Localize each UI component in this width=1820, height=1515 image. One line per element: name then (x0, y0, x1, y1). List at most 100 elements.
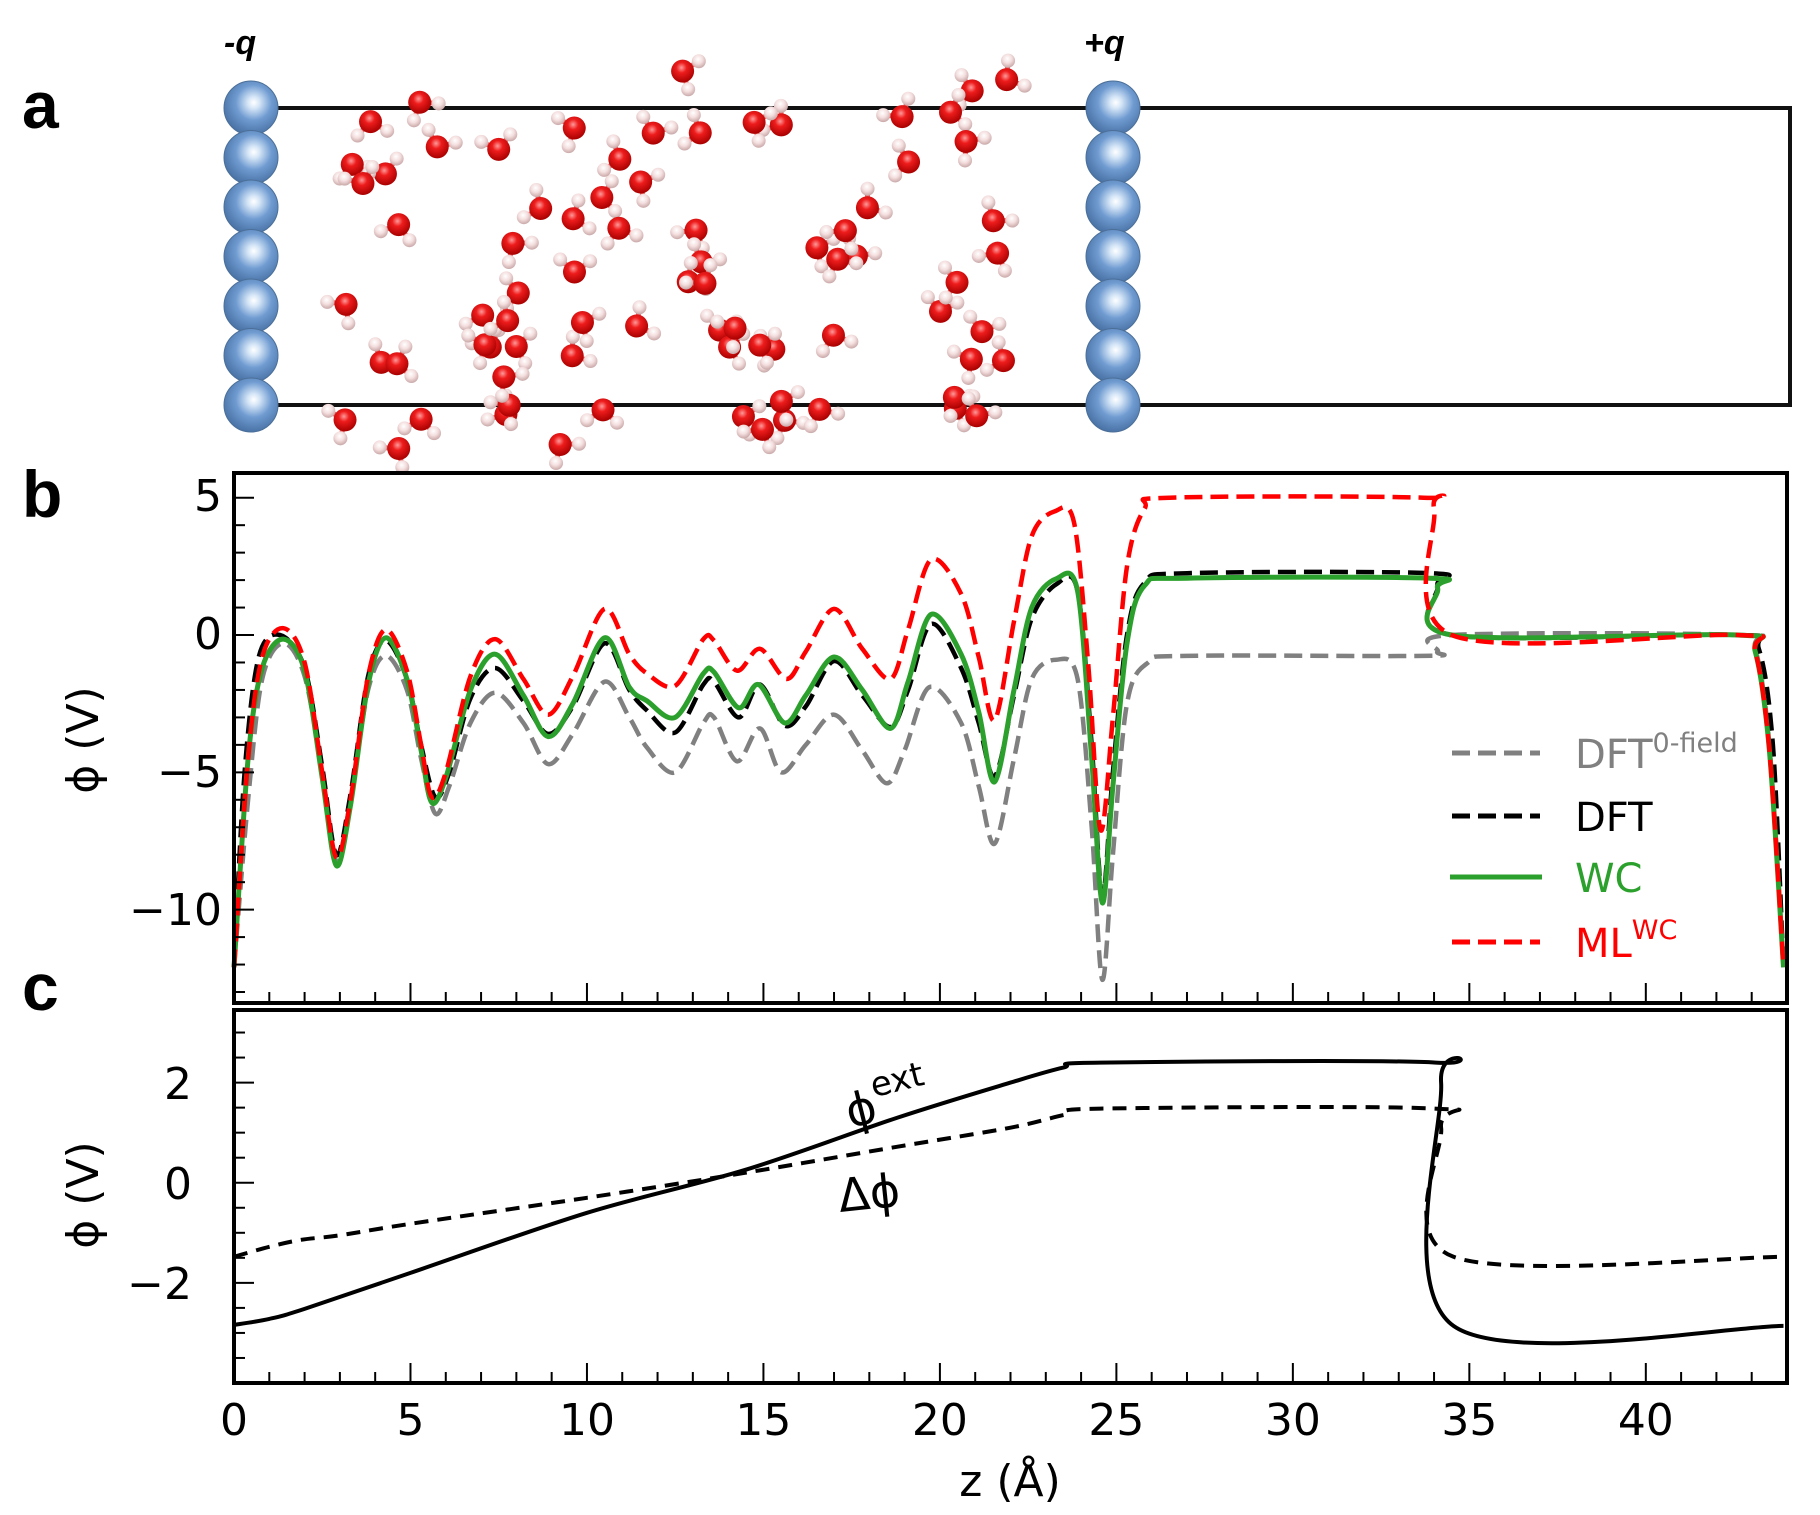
ytick-label: −5 (157, 747, 222, 798)
panel-b-ticks (233, 496, 1788, 1003)
water-molecule (421, 122, 463, 159)
water-molecule (570, 306, 607, 348)
water-molecule (461, 328, 497, 371)
panel-c-ytick-labels: 2 0 −2 (127, 1059, 192, 1310)
xtick-label: 15 (735, 1395, 791, 1446)
water-molecule (551, 111, 586, 154)
legend-item-dft: DFT (1452, 795, 1653, 841)
electrode-atom (1085, 328, 1141, 383)
panel-a-structure: -q +q (223, 24, 1792, 475)
water-molecule (320, 292, 358, 331)
water-molecule (580, 398, 625, 430)
panel-label-a: a (22, 68, 60, 142)
water-molecule (963, 309, 1007, 344)
electrode-atom (223, 80, 279, 136)
electrode-atom (1085, 130, 1141, 185)
legend-item-wc: WC (1450, 856, 1642, 902)
ytick-label: 0 (164, 1159, 192, 1210)
xtick-label: 30 (1265, 1395, 1321, 1446)
water-molecule (981, 195, 1020, 233)
x-axis-label: z (Å) (959, 1454, 1061, 1507)
water-molecule (474, 127, 518, 161)
xtick-label: 35 (1441, 1395, 1497, 1446)
water-molecule (373, 213, 417, 248)
water-molecule (548, 432, 587, 471)
electrode-atom (1085, 80, 1141, 136)
water-molecule (710, 314, 747, 355)
water-molecule (679, 258, 718, 295)
water-molecule (822, 247, 864, 284)
annotation-delta-phi: Δϕ (836, 1163, 903, 1223)
water-molecule (561, 193, 597, 236)
water-molecule (560, 329, 598, 369)
water-molecule (748, 326, 782, 370)
panel-b-series (231, 493, 1786, 982)
panel-b-tick-labels: 5 0 −5 −10 (129, 471, 222, 936)
water-molecule (769, 385, 805, 427)
water-molecule (876, 91, 916, 129)
series-line-- (233, 1105, 1784, 1268)
water-molecule (350, 110, 395, 143)
left-charge-label: -q (224, 24, 256, 62)
water-molecule (321, 403, 357, 446)
ytick-label: 2 (164, 1059, 192, 1110)
xtick-label: 10 (559, 1395, 615, 1446)
legend-label: DFT (1575, 795, 1653, 841)
water-molecule (553, 252, 598, 284)
electrode-atom (223, 278, 279, 334)
annotation-phi-ext: ϕext (837, 1054, 935, 1138)
water-molecule (385, 339, 419, 384)
xtick-label: 40 (1618, 1395, 1674, 1446)
electrode-atom (1085, 179, 1141, 235)
water-molecule (855, 181, 893, 220)
electrode-atom (223, 377, 279, 433)
water-molecule (397, 407, 442, 441)
legend-item-dft-0field: DFT0-field (1452, 728, 1738, 778)
panel-b-frame (232, 471, 1789, 1005)
water-molecule (516, 182, 553, 225)
left-electrode (223, 80, 279, 433)
legend-label: MLWC (1575, 915, 1677, 967)
water-molecule (995, 53, 1032, 93)
panel-b-chart: 5 0 −5 −10 ϕ (V) DFT0-field DFT WC MLWC (58, 471, 1789, 1005)
electrode-atom (1085, 278, 1141, 334)
xtick-label: 25 (1088, 1395, 1144, 1446)
electrode-atom (1085, 377, 1141, 433)
water-molecule (504, 326, 538, 371)
water-molecule (803, 397, 846, 434)
series-line-dft (231, 569, 1786, 968)
water-molecule (920, 290, 965, 323)
right-charge-label: +q (1084, 24, 1125, 62)
legend: DFT0-field DFT WC MLWC (1450, 728, 1738, 967)
right-electrode (1085, 80, 1141, 433)
panel-c-xtick-labels: 0 5 10 15 20 25 30 35 40 (220, 1395, 1674, 1446)
panel-c-ticks (233, 1031, 1788, 1384)
water-molecule (939, 87, 973, 132)
water-molecule (406, 90, 446, 128)
panel-label-b: b (22, 457, 62, 531)
water-molecule (671, 54, 706, 97)
water-molecule (483, 393, 521, 432)
panel-c-ylabel: ϕ (V) (58, 1141, 109, 1248)
legend-label: WC (1575, 856, 1642, 902)
panel-c-frame (232, 1008, 1789, 1385)
water-molecule (946, 344, 983, 385)
water-molecules (320, 53, 1032, 475)
water-molecule (483, 295, 520, 336)
legend-label: DFT0-field (1575, 728, 1738, 778)
water-molecule (677, 108, 712, 151)
electrode-atom (223, 179, 279, 235)
water-molecule (597, 134, 632, 177)
water-molecule (625, 300, 662, 341)
electrode-atom (223, 229, 279, 284)
water-molecule (372, 437, 411, 475)
ytick-label: 5 (194, 471, 222, 522)
water-molecule (600, 216, 644, 251)
electrode-atom (223, 130, 279, 185)
water-molecule (954, 129, 992, 168)
series-line--ext (233, 1055, 1784, 1346)
water-molecule (629, 167, 666, 208)
water-molecule (819, 219, 859, 256)
water-molecule (636, 109, 679, 145)
